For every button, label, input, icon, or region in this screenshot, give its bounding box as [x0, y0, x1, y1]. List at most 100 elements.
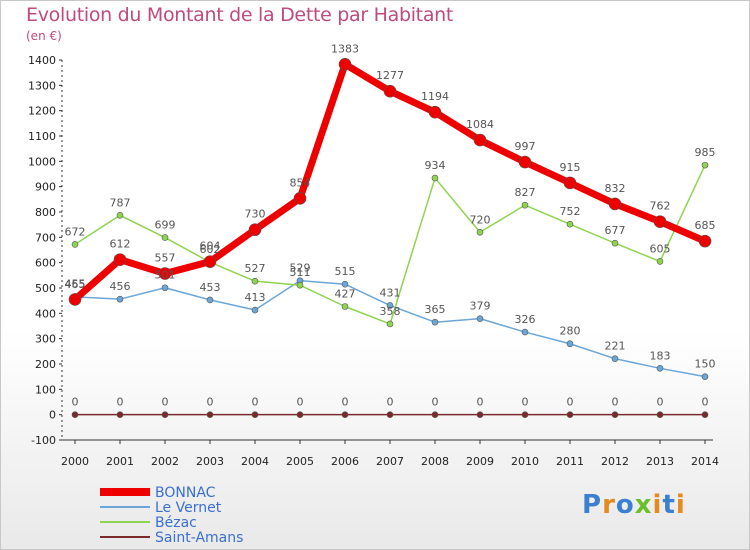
data-label: 0 [342, 396, 349, 409]
logo-letter: r [602, 490, 616, 520]
data-point [296, 411, 304, 418]
data-point [521, 411, 529, 418]
data-point [566, 411, 574, 418]
logo-letter: i [652, 490, 663, 520]
y-tick-label: 0 [49, 409, 56, 422]
data-point [341, 411, 349, 418]
data-point [611, 355, 619, 362]
data-point [386, 302, 394, 309]
data-point [521, 328, 529, 336]
y-tick-label: 900 [35, 181, 56, 194]
data-label: 612 [110, 238, 131, 251]
data-label: 221 [605, 340, 626, 353]
data-label: 431 [380, 286, 401, 299]
data-label: 604 [200, 240, 221, 253]
data-label: 529 [290, 262, 311, 275]
data-point [566, 340, 574, 348]
data-point [428, 105, 442, 119]
logo-letter: i [675, 490, 686, 520]
data-label: 0 [162, 396, 169, 409]
data-point [341, 303, 349, 310]
logo-letter: x [634, 490, 653, 520]
data-point [476, 315, 484, 322]
data-label: 0 [117, 396, 124, 409]
data-label: 557 [155, 252, 176, 265]
data-point [431, 318, 439, 326]
logo-letter: P [582, 490, 603, 520]
data-point [338, 58, 352, 71]
data-point [71, 411, 79, 418]
data-point [341, 280, 349, 288]
series-layer [68, 58, 712, 418]
data-point [161, 284, 169, 292]
data-label: 985 [695, 146, 716, 159]
data-point [518, 155, 532, 169]
data-label: 511 [290, 266, 311, 279]
data-point [656, 258, 664, 265]
proxiti-logo: Proxiti [582, 490, 686, 520]
y-tick-label: 200 [35, 358, 56, 371]
data-label: 0 [657, 396, 664, 409]
data-label: 0 [387, 396, 394, 409]
data-point [161, 234, 169, 241]
data-point [476, 411, 484, 418]
data-point [476, 228, 484, 236]
data-point [698, 234, 712, 248]
series-bonnac [68, 58, 712, 306]
data-point [653, 215, 667, 228]
data-point [251, 306, 259, 314]
data-label: 0 [297, 396, 304, 409]
y-tick-label: 700 [35, 231, 56, 244]
logo-letter: t [662, 490, 676, 520]
data-label: 915 [560, 161, 581, 174]
x-tick-label: 2006 [331, 455, 359, 468]
data-point [656, 411, 664, 418]
x-tick-label: 2007 [376, 455, 404, 468]
data-label: 832 [605, 182, 626, 195]
data-label: 453 [200, 281, 221, 294]
data-label: 854 [290, 176, 311, 189]
data-label: 326 [515, 313, 536, 326]
data-label: 1277 [376, 69, 404, 82]
legend-label: BONNAC [155, 485, 216, 501]
series-saint-amans [71, 411, 709, 418]
x-tick-label: 2012 [601, 455, 629, 468]
data-point [293, 192, 307, 205]
data-label: 527 [245, 262, 266, 275]
x-tick-label: 2009 [466, 455, 494, 468]
data-point [383, 84, 397, 98]
chart-unit: (en €) [26, 29, 62, 43]
data-point [701, 373, 709, 380]
data-label: 730 [245, 208, 266, 221]
x-tick-label: 2003 [196, 455, 224, 468]
data-label: 677 [605, 224, 626, 237]
data-point [68, 293, 82, 306]
data-point [431, 174, 439, 182]
y-tick-label: 1400 [28, 54, 56, 67]
data-point [701, 161, 709, 169]
data-label: 672 [65, 225, 86, 238]
data-label: 0 [612, 396, 619, 409]
data-label: 827 [515, 186, 536, 199]
data-label: 1084 [466, 118, 494, 131]
data-point [521, 201, 529, 209]
data-label: 934 [425, 159, 446, 172]
data-point [116, 295, 124, 303]
data-point [611, 239, 619, 247]
data-label: 358 [380, 305, 401, 318]
x-tick-label: 2013 [646, 455, 674, 468]
data-point [701, 411, 709, 418]
data-label: 365 [425, 303, 446, 316]
data-point [251, 277, 259, 285]
data-point [158, 267, 172, 280]
data-label: 605 [650, 242, 671, 255]
y-tick-label: 600 [35, 257, 56, 270]
data-label: 1194 [421, 90, 449, 103]
logo-letter: o [615, 490, 635, 520]
series-le-vernet [71, 277, 709, 380]
data-point [116, 211, 124, 219]
y-tick-label: 1200 [28, 105, 56, 118]
